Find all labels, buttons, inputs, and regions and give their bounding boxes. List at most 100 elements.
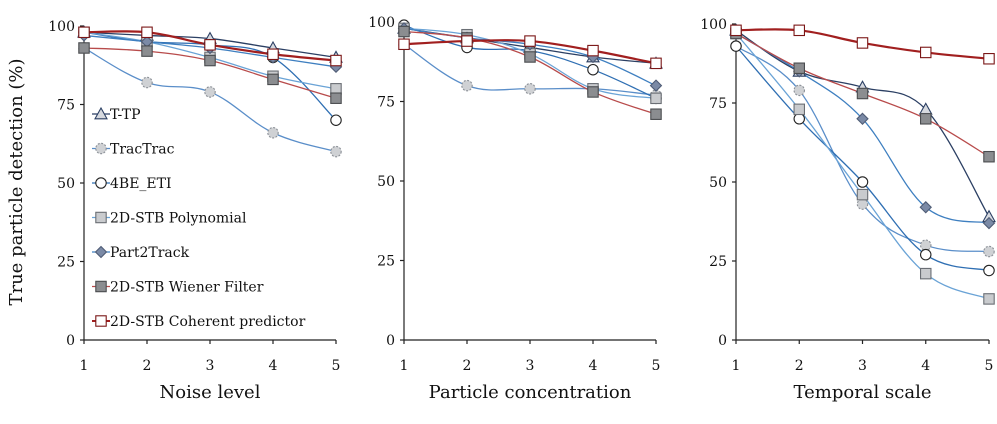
data-point-2d-stb-coherent-predictor	[267, 48, 279, 61]
data-point-4be-eti	[793, 113, 805, 125]
x-tick-label: 5	[652, 358, 661, 374]
data-point-4be-eti	[330, 114, 342, 126]
data-point-tractrac	[856, 198, 869, 210]
legend-entry: 4BE_ETI	[110, 176, 172, 192]
y-tick-label: 50	[57, 176, 75, 192]
y-tick-label: 0	[718, 333, 727, 349]
legend-marker	[95, 315, 107, 327]
data-point-2d-stb-coherent-predictor	[793, 24, 805, 37]
x-axis-label: Noise level	[160, 382, 261, 403]
data-point-part2track	[856, 112, 869, 126]
y-tick-label: 25	[57, 255, 75, 271]
y-tick-label: 25	[377, 254, 395, 270]
y-axis-label: True particle detection (%)	[6, 58, 27, 305]
series-group	[397, 19, 663, 120]
data-point-2d-stb-wiener-filter	[330, 92, 342, 104]
data-point-tractrac	[524, 83, 536, 95]
data-point-2d-stb-polynomial	[650, 92, 662, 105]
x-tick-label: 1	[80, 358, 89, 374]
legend-entry: 2D-STB Wiener Filter	[110, 280, 264, 296]
data-point-part2track	[649, 79, 663, 92]
data-point-2d-stb-wiener-filter	[856, 87, 869, 100]
data-point-4be-eti	[730, 40, 742, 52]
data-point-2d-stb-wiener-filter	[78, 42, 90, 54]
data-point-2d-stb-coherent-predictor	[461, 35, 473, 47]
x-tick-label: 1	[732, 358, 741, 374]
data-point-2d-stb-coherent-predictor	[141, 26, 153, 39]
x-tick-label: 3	[206, 358, 215, 374]
data-point-2d-stb-coherent-predictor	[587, 44, 599, 57]
data-point-2d-stb-wiener-filter	[983, 150, 995, 163]
y-tick-label: 100	[700, 17, 727, 33]
data-point-2d-stb-wiener-filter	[793, 62, 805, 74]
y-tick-label: 25	[709, 254, 727, 270]
data-point-2d-stb-coherent-predictor	[398, 38, 410, 51]
x-tick-label: 2	[463, 358, 472, 374]
data-point-2d-stb-wiener-filter	[204, 54, 216, 67]
data-point-part2track	[919, 201, 932, 214]
data-point-2d-stb-wiener-filter	[267, 73, 279, 86]
data-point-4be-eti	[856, 176, 869, 188]
series-line-2d-stb-polynomial	[735, 33, 990, 300]
data-point-2d-stb-polynomial	[793, 103, 805, 116]
data-point-2d-stb-wiener-filter	[650, 108, 662, 120]
x-tick-label: 5	[985, 358, 994, 374]
y-tick-label: 100	[368, 15, 395, 31]
y-tick-label: 50	[709, 175, 727, 191]
data-point-2d-stb-wiener-filter	[524, 51, 536, 63]
data-point-tractrac	[983, 245, 995, 258]
x-axis-label: Particle concentration	[429, 382, 632, 403]
data-point-2d-stb-polynomial	[330, 83, 342, 95]
data-point-2d-stb-coherent-predictor	[524, 35, 536, 47]
series-group	[77, 25, 343, 158]
data-point-4be-eti	[919, 248, 932, 261]
x-axis-label: Temporal scale	[794, 382, 932, 403]
x-tick-label: 2	[795, 358, 804, 374]
data-point-2d-stb-coherent-predictor	[78, 26, 90, 39]
x-tick-label: 4	[589, 358, 598, 374]
data-point-2d-stb-coherent-predictor	[919, 46, 932, 59]
series-line-tractrac	[735, 45, 990, 253]
x-tick-label: 5	[332, 358, 341, 374]
data-point-2d-stb-coherent-predictor	[650, 57, 662, 70]
data-point-tractrac	[919, 239, 932, 251]
x-tick-label: 1	[400, 358, 409, 374]
data-point-2d-stb-polynomial	[856, 188, 869, 201]
data-point-2d-stb-wiener-filter	[587, 86, 599, 98]
data-point-2d-stb-coherent-predictor	[856, 37, 869, 49]
x-tick-label: 3	[858, 358, 867, 374]
data-point-4be-eti	[983, 264, 995, 277]
y-tick-label: 100	[48, 19, 75, 35]
legend-marker	[95, 280, 107, 293]
data-point-tractrac	[330, 145, 342, 158]
data-point-2d-stb-wiener-filter	[919, 113, 932, 125]
y-tick-label: 50	[377, 174, 395, 190]
data-point-2d-stb-coherent-predictor	[204, 39, 216, 51]
chart-panel-2: 0 25 50 75 100 1 2 3 4 5 Particle concentration	[368, 15, 663, 403]
chart-panel-3: 0 25 50 75 100 1 2 3 4 5 Temporal scale	[700, 17, 996, 403]
series-group	[729, 23, 996, 305]
data-point-2d-stb-wiener-filter	[398, 25, 410, 38]
series-line-4be-eti	[735, 45, 990, 272]
y-tick-label: 0	[386, 333, 395, 349]
legend-marker	[95, 177, 107, 189]
data-point-tractrac	[461, 79, 473, 92]
data-point-2d-stb-polynomial	[919, 267, 932, 280]
data-point-tractrac	[204, 86, 216, 98]
legend: T-TP TracTrac 4BE_ETI 2D-STB Polynomial Part…	[92, 106, 306, 330]
chart-panel-1: 0 25 50 75 100 1 2 3 4 5 Noise level T-TP TracTrac 4B…	[48, 19, 343, 403]
legend-marker	[95, 142, 107, 155]
data-point-tractrac	[141, 76, 153, 89]
y-tick-label: 75	[377, 95, 395, 111]
legend-entry: T-TP	[110, 107, 141, 123]
legend-entry: 2D-STB Polynomial	[110, 211, 247, 227]
legend-entry: TracTrac	[110, 142, 175, 158]
data-point-tractrac	[793, 84, 805, 97]
x-tick-label: 3	[526, 358, 535, 374]
legend-marker	[94, 245, 108, 259]
y-tick-label: 75	[709, 96, 727, 112]
legend-entry: 2D-STB Coherent predictor	[110, 314, 306, 330]
y-tick-label: 75	[57, 98, 75, 114]
